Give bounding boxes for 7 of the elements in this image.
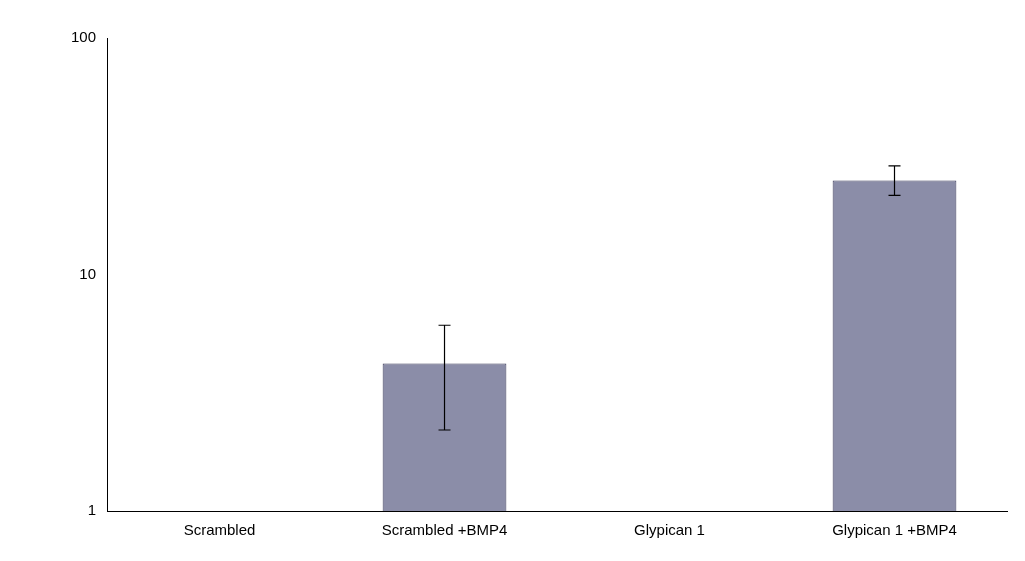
- y-tick-label: 100: [71, 28, 97, 46]
- x-tick-label: Glypican 1 +BMP4: [832, 521, 957, 539]
- y-tick-label: 10: [79, 264, 97, 282]
- x-tick-label: Scrambled +BMP4: [381, 521, 508, 539]
- x-tick-label: Glypican 1: [634, 521, 705, 539]
- y-tick-label: 1: [87, 501, 97, 519]
- x-tick-label: Scrambled: [183, 521, 256, 539]
